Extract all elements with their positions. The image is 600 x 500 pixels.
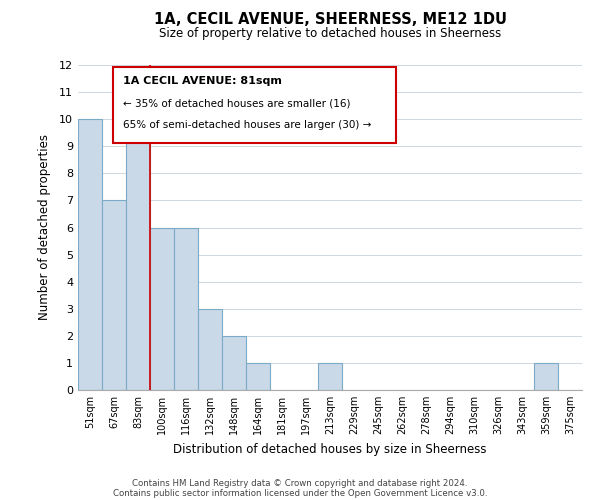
Bar <box>126 119 150 390</box>
Text: 1A CECIL AVENUE: 81sqm: 1A CECIL AVENUE: 81sqm <box>124 76 282 86</box>
Bar <box>102 200 126 390</box>
Bar <box>318 363 342 390</box>
Bar <box>198 308 222 390</box>
FancyBboxPatch shape <box>113 66 395 143</box>
Y-axis label: Number of detached properties: Number of detached properties <box>38 134 50 320</box>
Text: ← 35% of detached houses are smaller (16): ← 35% of detached houses are smaller (16… <box>124 98 351 108</box>
Bar <box>246 363 270 390</box>
Text: Contains public sector information licensed under the Open Government Licence v3: Contains public sector information licen… <box>113 488 487 498</box>
Bar <box>222 336 246 390</box>
Text: Contains HM Land Registry data © Crown copyright and database right 2024.: Contains HM Land Registry data © Crown c… <box>132 478 468 488</box>
Bar <box>534 363 558 390</box>
Bar <box>78 119 102 390</box>
X-axis label: Distribution of detached houses by size in Sheerness: Distribution of detached houses by size … <box>173 442 487 456</box>
Text: 1A, CECIL AVENUE, SHEERNESS, ME12 1DU: 1A, CECIL AVENUE, SHEERNESS, ME12 1DU <box>154 12 506 28</box>
Bar <box>150 228 174 390</box>
Text: 65% of semi-detached houses are larger (30) →: 65% of semi-detached houses are larger (… <box>124 120 372 130</box>
Text: Size of property relative to detached houses in Sheerness: Size of property relative to detached ho… <box>159 28 501 40</box>
Bar <box>174 228 198 390</box>
